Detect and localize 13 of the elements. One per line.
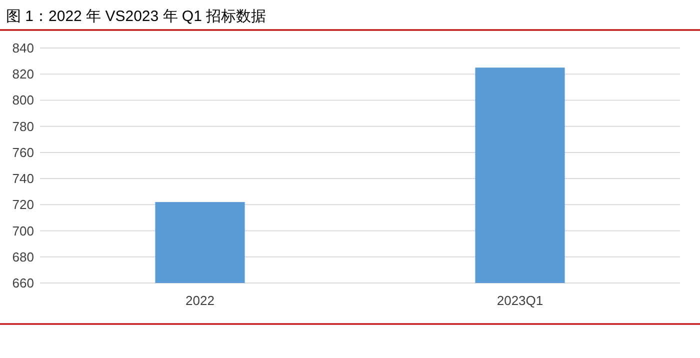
y-tick-label: 840	[12, 40, 34, 56]
y-tick-label: 740	[12, 171, 34, 186]
y-tick-label: 780	[12, 118, 34, 134]
x-tick-label: 2023Q1	[496, 293, 544, 308]
y-tick-label: 720	[12, 197, 34, 212]
y-tick-label: 700	[12, 223, 34, 238]
y-tick-label: 760	[12, 144, 34, 160]
y-tick-label: 800	[12, 92, 34, 108]
y-tick-label: 820	[12, 66, 34, 82]
x-tick-label: 2022	[186, 293, 214, 308]
y-tick-label: 660	[12, 276, 34, 290]
y-tick-label: 680	[12, 249, 34, 264]
chart-title: 图 1：2022 年 VS2023 年 Q1 招标数据	[6, 8, 266, 25]
